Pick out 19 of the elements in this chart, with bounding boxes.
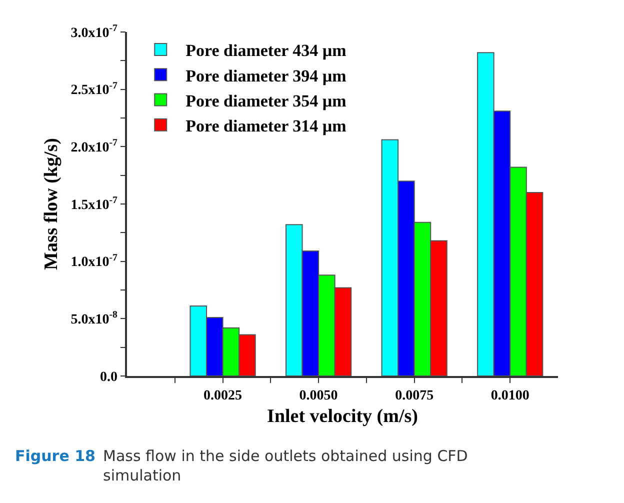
caption: Figure 18: [15, 447, 96, 465]
x-axis-title: Inlet velocity (m/s): [267, 406, 418, 427]
legend-label: Pore diameter 354 µm: [186, 91, 346, 110]
y-tick-label: 5.0x10$^{-8}$: [70, 310, 118, 328]
y-tick-label: 2.5x10$^{-7}$: [70, 80, 118, 98]
y-tick-label: 2.0x10$^{-7}$: [70, 138, 118, 156]
y-tick-label: 1.5x10$^{-7}$: [70, 195, 118, 213]
legend-label: Pore diameter 434 µm: [186, 41, 346, 60]
y-tick-label: 1.0x10$^{-7}$: [70, 252, 118, 270]
y-axis-title: Mass flow (kg/s): [41, 138, 62, 270]
y-tick-label: 0.0: [100, 370, 118, 385]
x-tick-label: 0.0100: [490, 388, 530, 404]
text: Mass flow in the side outlets obtained using CFD simulation: [103, 447, 468, 484]
legend-label: Pore diameter 314 µm: [186, 116, 346, 136]
legend-label: Pore diameter 394 µm: [186, 66, 346, 86]
x-tick-label: 0.0025: [204, 388, 242, 404]
y-tick-label: 3.0x10$^{-7}$: [70, 23, 118, 41]
x-tick-label: 0.0075: [395, 388, 434, 404]
x-tick-label: 0.0050: [299, 388, 338, 404]
